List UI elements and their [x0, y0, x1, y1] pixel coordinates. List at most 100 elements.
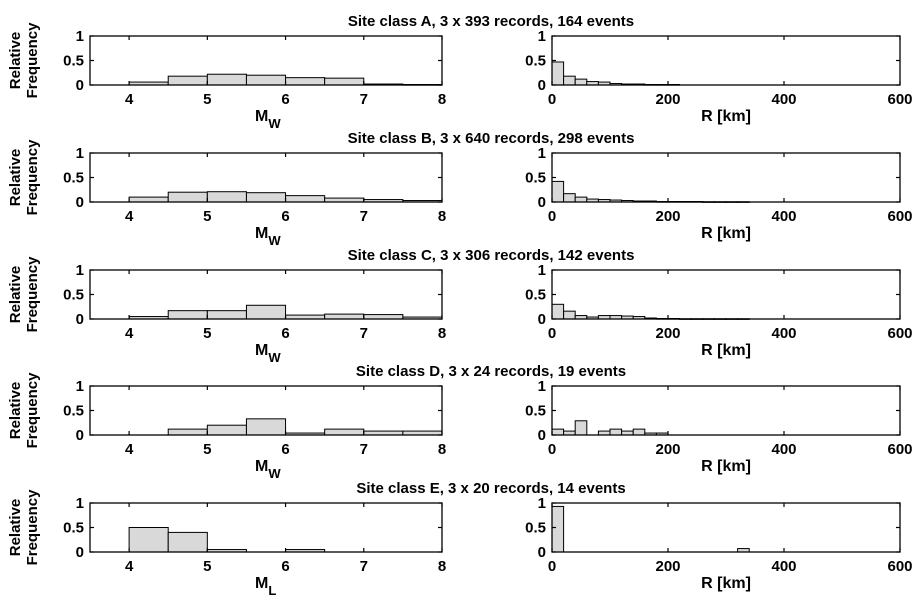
magnitude-axes: 0 0.5 1 4 5 6 7 8: [63, 378, 446, 458]
y-tick-label: 0.5: [525, 403, 546, 420]
x-tick-label: 8: [438, 558, 446, 575]
y-tick-label: 1: [538, 378, 546, 395]
distance-frame: [551, 502, 901, 553]
distance-axis-label: R [km]: [701, 575, 751, 592]
x-tick-label: 400: [771, 325, 796, 342]
magnitude-bar: [167, 75, 208, 86]
magnitude-bar: [206, 310, 247, 320]
magnitude-axes: 0 0.5 1 4 5 6 7 8: [63, 262, 446, 342]
x-tick-label: 0: [548, 91, 556, 108]
magnitude-bar: [206, 191, 247, 203]
magnitude-bar: [206, 424, 247, 436]
distance-bar: [574, 78, 588, 86]
x-tick-label: 600: [887, 558, 912, 575]
magnitude-axis-label: MW: [255, 225, 281, 248]
magnitude-bar: [245, 74, 287, 86]
x-tick-label: 4: [125, 558, 134, 575]
magnitude-axis-label: ML: [255, 575, 276, 598]
x-tick-label: 4: [125, 208, 134, 225]
x-tick-label: 8: [438, 208, 446, 225]
y-tick-label: 1: [76, 495, 84, 512]
y-tick-label: 0: [538, 194, 546, 211]
y-tick-label: 0: [538, 544, 546, 561]
magnitude-bar: [206, 73, 247, 86]
y-tick-label: 1: [76, 28, 84, 45]
y-axis-label: RelativeFrequency: [7, 256, 41, 333]
x-tick-label: 0: [548, 325, 556, 342]
distance-bar: [563, 310, 576, 320]
y-tick-label: 0: [538, 311, 546, 328]
y-tick-label: 0.5: [525, 53, 546, 70]
x-tick-label: 400: [771, 208, 796, 225]
distance-axis-label: R [km]: [701, 342, 751, 359]
distance-axis-label: R [km]: [701, 225, 751, 242]
x-tick-label: 4: [125, 91, 134, 108]
distance-bar: [551, 505, 565, 553]
distance-bar: [551, 61, 565, 86]
x-tick-label: 600: [887, 91, 912, 108]
magnitude-axis-label: MW: [255, 342, 281, 365]
magnitude-bar: [167, 191, 208, 203]
y-tick-label: 0: [76, 427, 84, 444]
distance-bar: [551, 428, 565, 436]
magnitude-bar: [363, 314, 404, 320]
y-tick-label: 0.5: [63, 170, 84, 187]
y-tick-label: 0: [538, 77, 546, 94]
magnitude-bar: [245, 192, 287, 203]
distance-bar: [551, 180, 565, 203]
magnitude-bar: [324, 77, 365, 86]
magnitude-bar: [245, 418, 287, 436]
panel-row-4: Site class D, 3 x 24 records, 19 events R…: [7, 363, 913, 481]
y-tick-label: 0.5: [525, 520, 546, 537]
y-tick-label: 0.5: [525, 170, 546, 187]
magnitude-axis-label: MW: [255, 108, 281, 131]
x-tick-label: 200: [655, 325, 680, 342]
distance-axis-label: R [km]: [701, 458, 751, 475]
panel-row-3: Site class C, 3 x 306 records, 142 event…: [7, 247, 913, 365]
y-tick-label: 1: [538, 28, 546, 45]
magnitude-bar: [128, 196, 169, 203]
distance-bar: [574, 196, 588, 203]
row-title: Site class D, 3 x 24 records, 19 events: [356, 363, 626, 380]
distance-bar: [632, 428, 646, 436]
distance-axes: 0 0.5 1 0 200 400 600: [525, 378, 912, 458]
magnitude-axes: 0 0.5 1 4 5 6 7 8: [63, 145, 446, 225]
y-tick-label: 0: [538, 427, 546, 444]
x-tick-label: 7: [360, 558, 368, 575]
y-tick-label: 0.5: [63, 287, 84, 304]
distance-axis-label: R [km]: [701, 108, 751, 125]
x-tick-label: 6: [281, 558, 289, 575]
distance-bar: [574, 420, 588, 436]
x-tick-label: 6: [281, 441, 289, 458]
magnitude-bar: [167, 531, 208, 553]
magnitude-bar: [285, 195, 326, 203]
distance-bar: [609, 428, 623, 436]
magnitude-bar: [167, 310, 208, 320]
y-axis-label: RelativeFrequency: [7, 489, 41, 566]
x-tick-label: 7: [360, 91, 368, 108]
row-title: Site class B, 3 x 640 records, 298 event…: [348, 130, 635, 147]
x-tick-label: 200: [655, 208, 680, 225]
magnitude-bar: [324, 313, 365, 320]
y-tick-label: 1: [76, 262, 84, 279]
distance-axes: 0 0.5 1 0 200 400 600: [525, 262, 912, 342]
panel-row-5: Site class E, 3 x 20 records, 14 events R…: [7, 480, 913, 598]
y-tick-label: 1: [538, 262, 546, 279]
y-tick-label: 0.5: [63, 520, 84, 537]
x-tick-label: 200: [655, 441, 680, 458]
y-tick-label: 0: [76, 311, 84, 328]
magnitude-axes: 0 0.5 1 4 5 6 7 8: [63, 28, 446, 108]
x-tick-label: 4: [125, 325, 134, 342]
magnitude-bar: [324, 428, 365, 436]
x-tick-label: 400: [771, 441, 796, 458]
x-tick-label: 6: [281, 208, 289, 225]
distance-axes: 0 0.5 1 0 200 400 600: [525, 495, 912, 575]
magnitude-bar: [128, 527, 169, 553]
distance-bar: [551, 303, 565, 320]
distance-frame: [551, 269, 901, 320]
y-tick-label: 1: [76, 378, 84, 395]
x-tick-label: 400: [771, 91, 796, 108]
y-axis-label: RelativeFrequency: [7, 22, 41, 99]
y-tick-label: 1: [538, 495, 546, 512]
